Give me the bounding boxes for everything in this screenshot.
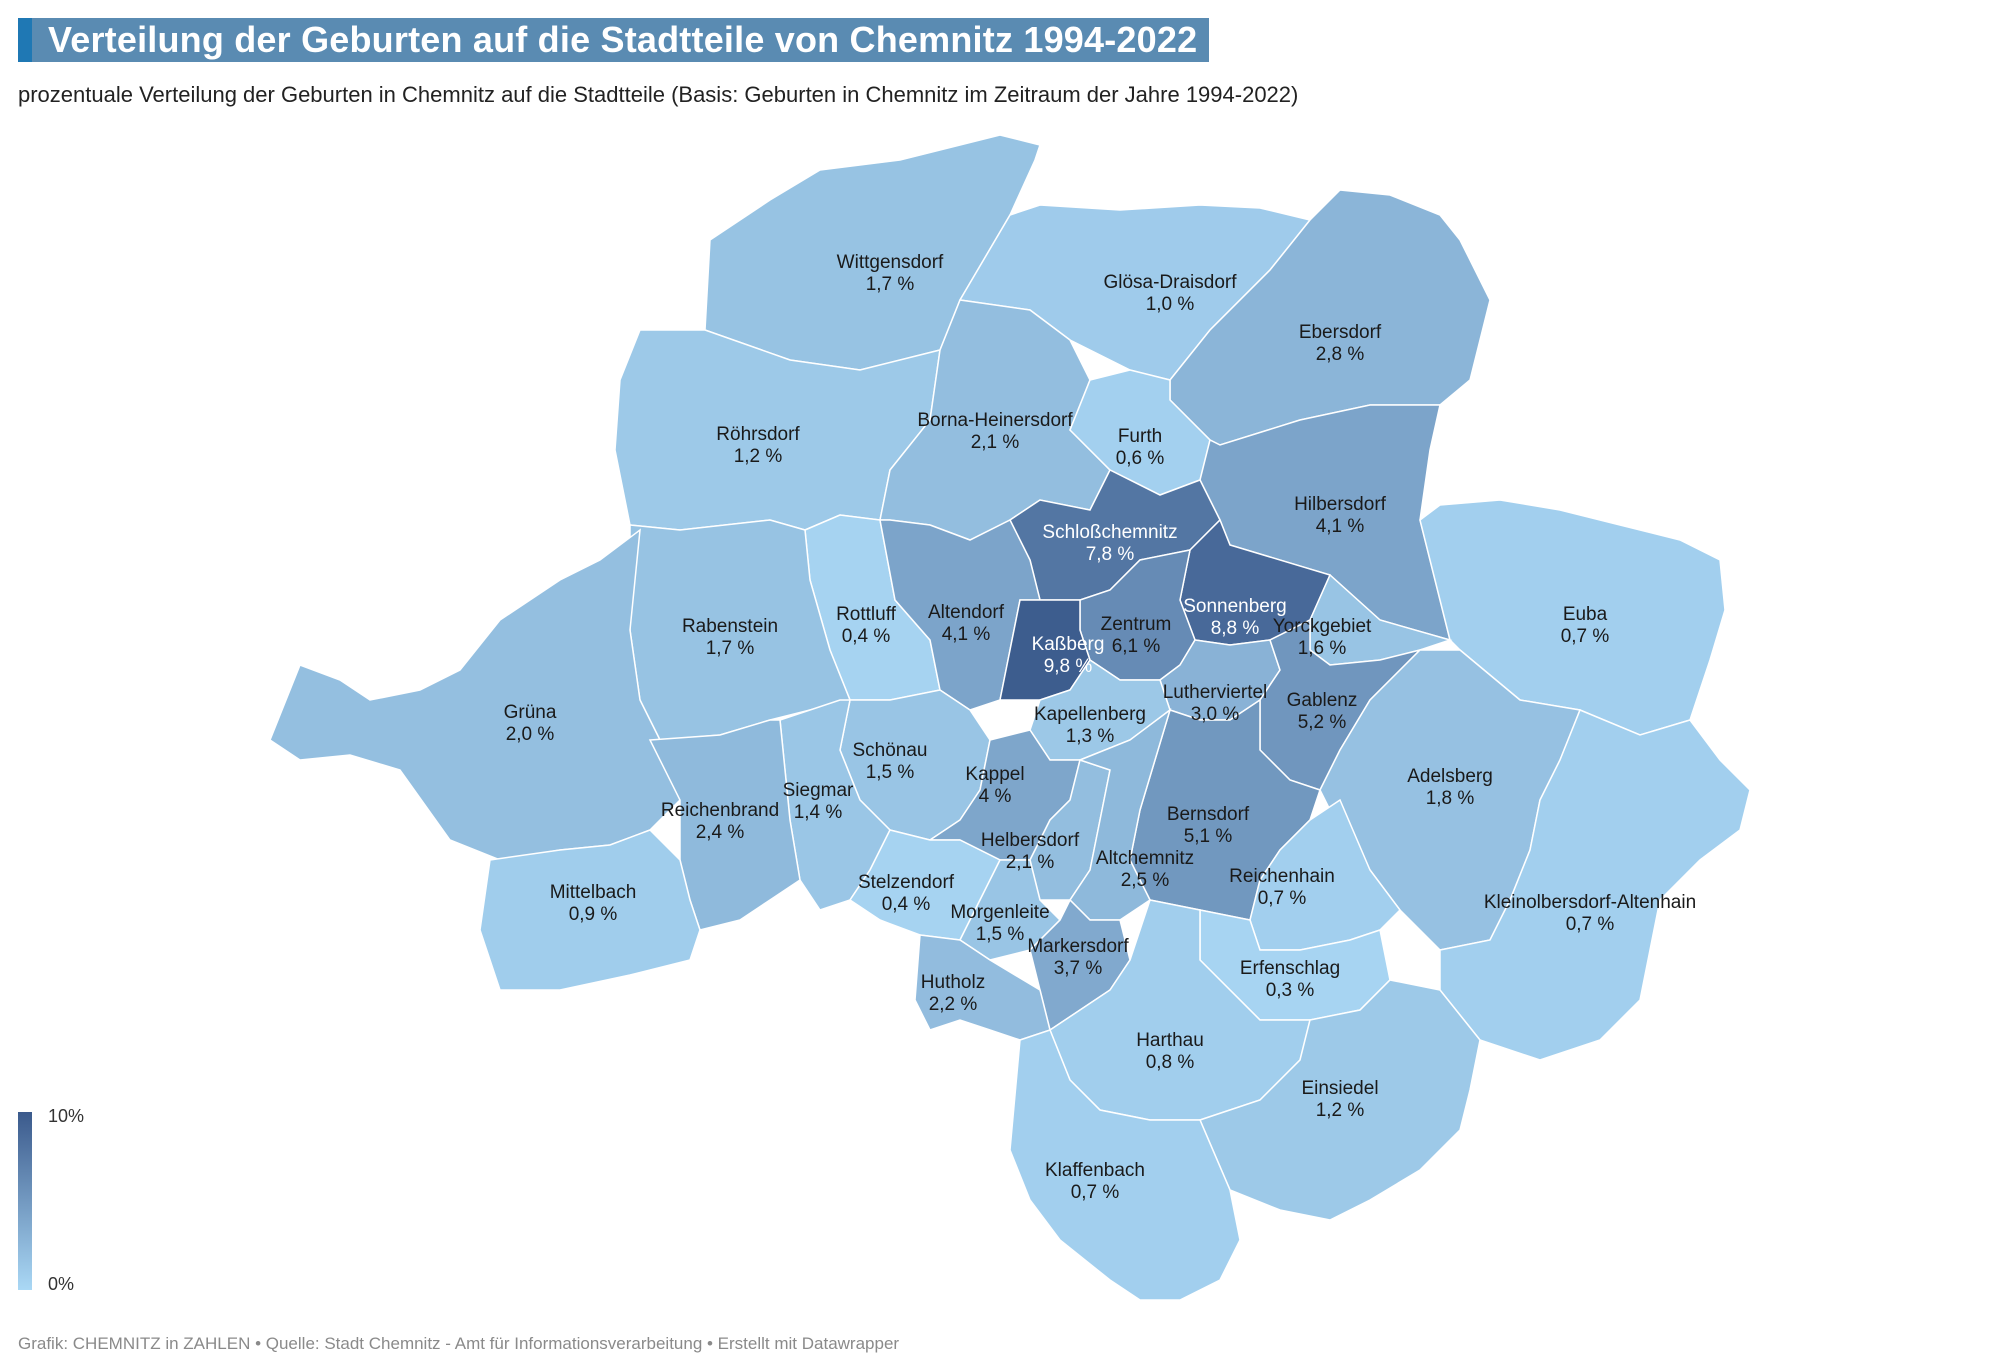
districts-layer (269, 134, 1751, 1301)
district-value-schlosschemnitz: 7,8 % (1086, 544, 1135, 565)
district-label-markersdorf: Markersdorf (1027, 936, 1129, 957)
district-value-yorckgebiet: 1,6 % (1298, 638, 1347, 659)
district-label-hutholz: Hutholz (921, 972, 985, 993)
district-label-adelsberg: Adelsberg (1407, 766, 1493, 787)
district-label-sonnenberg: Sonnenberg (1183, 596, 1287, 617)
legend-min-label: 0% (48, 1274, 75, 1294)
district-label-gloesa-draisdorf: Glösa-Draisdorf (1103, 272, 1237, 293)
page-subtitle: prozentuale Verteilung der Geburten in C… (18, 82, 1299, 107)
footer-credit: Grafik: CHEMNITZ in ZAHLEN • Quelle: Sta… (18, 1334, 900, 1353)
district-label-hilbersdorf: Hilbersdorf (1294, 494, 1387, 515)
district-label-harthau: Harthau (1136, 1030, 1204, 1051)
district-value-klaffenbach: 0,7 % (1071, 1182, 1120, 1203)
title-box: Verteilung der Geburten auf die Stadttei… (32, 18, 1210, 62)
district-label-lutherviertel: Lutherviertel (1163, 682, 1268, 703)
district-morgenleite[interactable] (959, 859, 1062, 961)
district-label-kassberg: Kaßberg (1032, 634, 1105, 655)
district-value-lutherviertel: 3,0 % (1191, 704, 1240, 725)
district-value-stelzendorf: 0,4 % (882, 894, 931, 915)
district-label-altchemnitz: Altchemnitz (1096, 848, 1194, 869)
district-mittelbach[interactable] (479, 829, 701, 991)
district-label-gablenz: Gablenz (1287, 690, 1358, 711)
district-value-altchemnitz: 2,5 % (1121, 870, 1170, 891)
district-gruena[interactable] (269, 528, 681, 861)
legend-max-label: 10% (48, 1106, 85, 1126)
title-accent-bar (18, 18, 32, 62)
district-value-euba: 0,7 % (1561, 626, 1610, 647)
district-value-kleinolbersdorf-altenhain: 0,7 % (1566, 914, 1615, 935)
district-label-morgenleite: Morgenleite (950, 902, 1049, 923)
district-value-gablenz: 5,2 % (1298, 712, 1347, 733)
district-label-mittelbach: Mittelbach (550, 882, 637, 903)
district-value-morgenleite: 1,5 % (976, 924, 1025, 945)
district-klaffenbach[interactable] (1009, 1029, 1241, 1301)
district-value-hutholz: 2,2 % (929, 994, 978, 1015)
district-einsiedel[interactable] (1198, 979, 1481, 1221)
district-value-gloesa-draisdorf: 1,0 % (1146, 294, 1195, 315)
district-value-helbersdorf: 2,1 % (1006, 852, 1055, 873)
district-value-rabenstein: 1,7 % (706, 638, 755, 659)
district-label-bernsdorf: Bernsdorf (1167, 804, 1250, 825)
district-value-erfenschlag: 0,3 % (1266, 980, 1315, 1001)
district-value-reichenbrand: 2,4 % (696, 822, 745, 843)
district-label-wittgensdorf: Wittgensdorf (837, 252, 944, 273)
district-value-adelsberg: 1,8 % (1426, 788, 1475, 809)
district-label-kapellenberg: Kapellenberg (1034, 704, 1146, 725)
district-label-altendorf: Altendorf (928, 602, 1005, 623)
district-value-einsiedel: 1,2 % (1316, 1100, 1365, 1121)
district-value-ebersdorf: 2,8 % (1316, 344, 1365, 365)
district-label-schlosschemnitz: Schloßchemnitz (1042, 522, 1177, 543)
district-value-harthau: 0,8 % (1146, 1052, 1195, 1073)
district-label-klaffenbach: Klaffenbach (1045, 1160, 1145, 1181)
district-label-stelzendorf: Stelzendorf (858, 872, 955, 893)
district-value-altendorf: 4,1 % (942, 624, 991, 645)
district-value-kapellenberg: 1,3 % (1066, 726, 1115, 747)
title-block: Verteilung der Geburten auf die Stadttei… (18, 18, 1210, 62)
district-label-helbersdorf: Helbersdorf (981, 830, 1080, 851)
legend-gradient-bar (18, 1112, 32, 1290)
district-label-erfenschlag: Erfenschlag (1240, 958, 1340, 979)
district-value-mittelbach: 0,9 % (569, 904, 618, 925)
district-label-reichenhain: Reichenhain (1229, 866, 1335, 887)
district-label-ebersdorf: Ebersdorf (1299, 322, 1382, 343)
district-value-furth: 0,6 % (1116, 448, 1165, 469)
district-label-rottluff: Rottluff (836, 604, 897, 625)
district-label-furth: Furth (1118, 426, 1162, 447)
district-label-siegmar: Siegmar (783, 780, 854, 801)
district-value-markersdorf: 3,7 % (1054, 958, 1103, 979)
district-value-hilbersdorf: 4,1 % (1316, 516, 1365, 537)
district-value-rottluff: 0,4 % (842, 626, 891, 647)
district-value-siegmar: 1,4 % (794, 802, 843, 823)
district-label-yorckgebiet: Yorckgebiet (1273, 616, 1372, 637)
district-value-gruena: 2,0 % (506, 724, 555, 745)
district-label-rabenstein: Rabenstein (682, 616, 778, 637)
district-value-kappel: 4 % (979, 786, 1012, 807)
district-label-reichenbrand: Reichenbrand (661, 800, 779, 821)
district-value-sonnenberg: 8,8 % (1211, 618, 1260, 639)
district-label-borna-heinersdorf: Borna-Heinersdorf (917, 410, 1073, 431)
district-label-kappel: Kappel (965, 764, 1024, 785)
district-value-roehrsdorf: 1,2 % (734, 446, 783, 467)
district-label-zentrum: Zentrum (1101, 614, 1172, 635)
page-title: Verteilung der Geburten auf die Stadttei… (48, 19, 1198, 60)
district-label-kleinolbersdorf-altenhain: Kleinolbersdorf-Altenhain (1484, 892, 1696, 913)
district-value-reichenhain: 0,7 % (1258, 888, 1307, 909)
district-value-borna-heinersdorf: 2,1 % (971, 432, 1020, 453)
district-value-schoenau: 1,5 % (866, 762, 915, 783)
district-value-kassberg: 9,8 % (1044, 656, 1093, 677)
district-label-gruena: Grüna (504, 702, 557, 723)
district-label-einsiedel: Einsiedel (1301, 1078, 1378, 1099)
district-label-euba: Euba (1563, 604, 1608, 625)
district-value-wittgensdorf: 1,7 % (866, 274, 915, 295)
district-value-bernsdorf: 5,1 % (1184, 826, 1233, 847)
district-value-zentrum: 6,1 % (1112, 636, 1161, 657)
district-label-schoenau: Schönau (852, 740, 927, 761)
district-label-roehrsdorf: Röhrsdorf (716, 424, 800, 445)
